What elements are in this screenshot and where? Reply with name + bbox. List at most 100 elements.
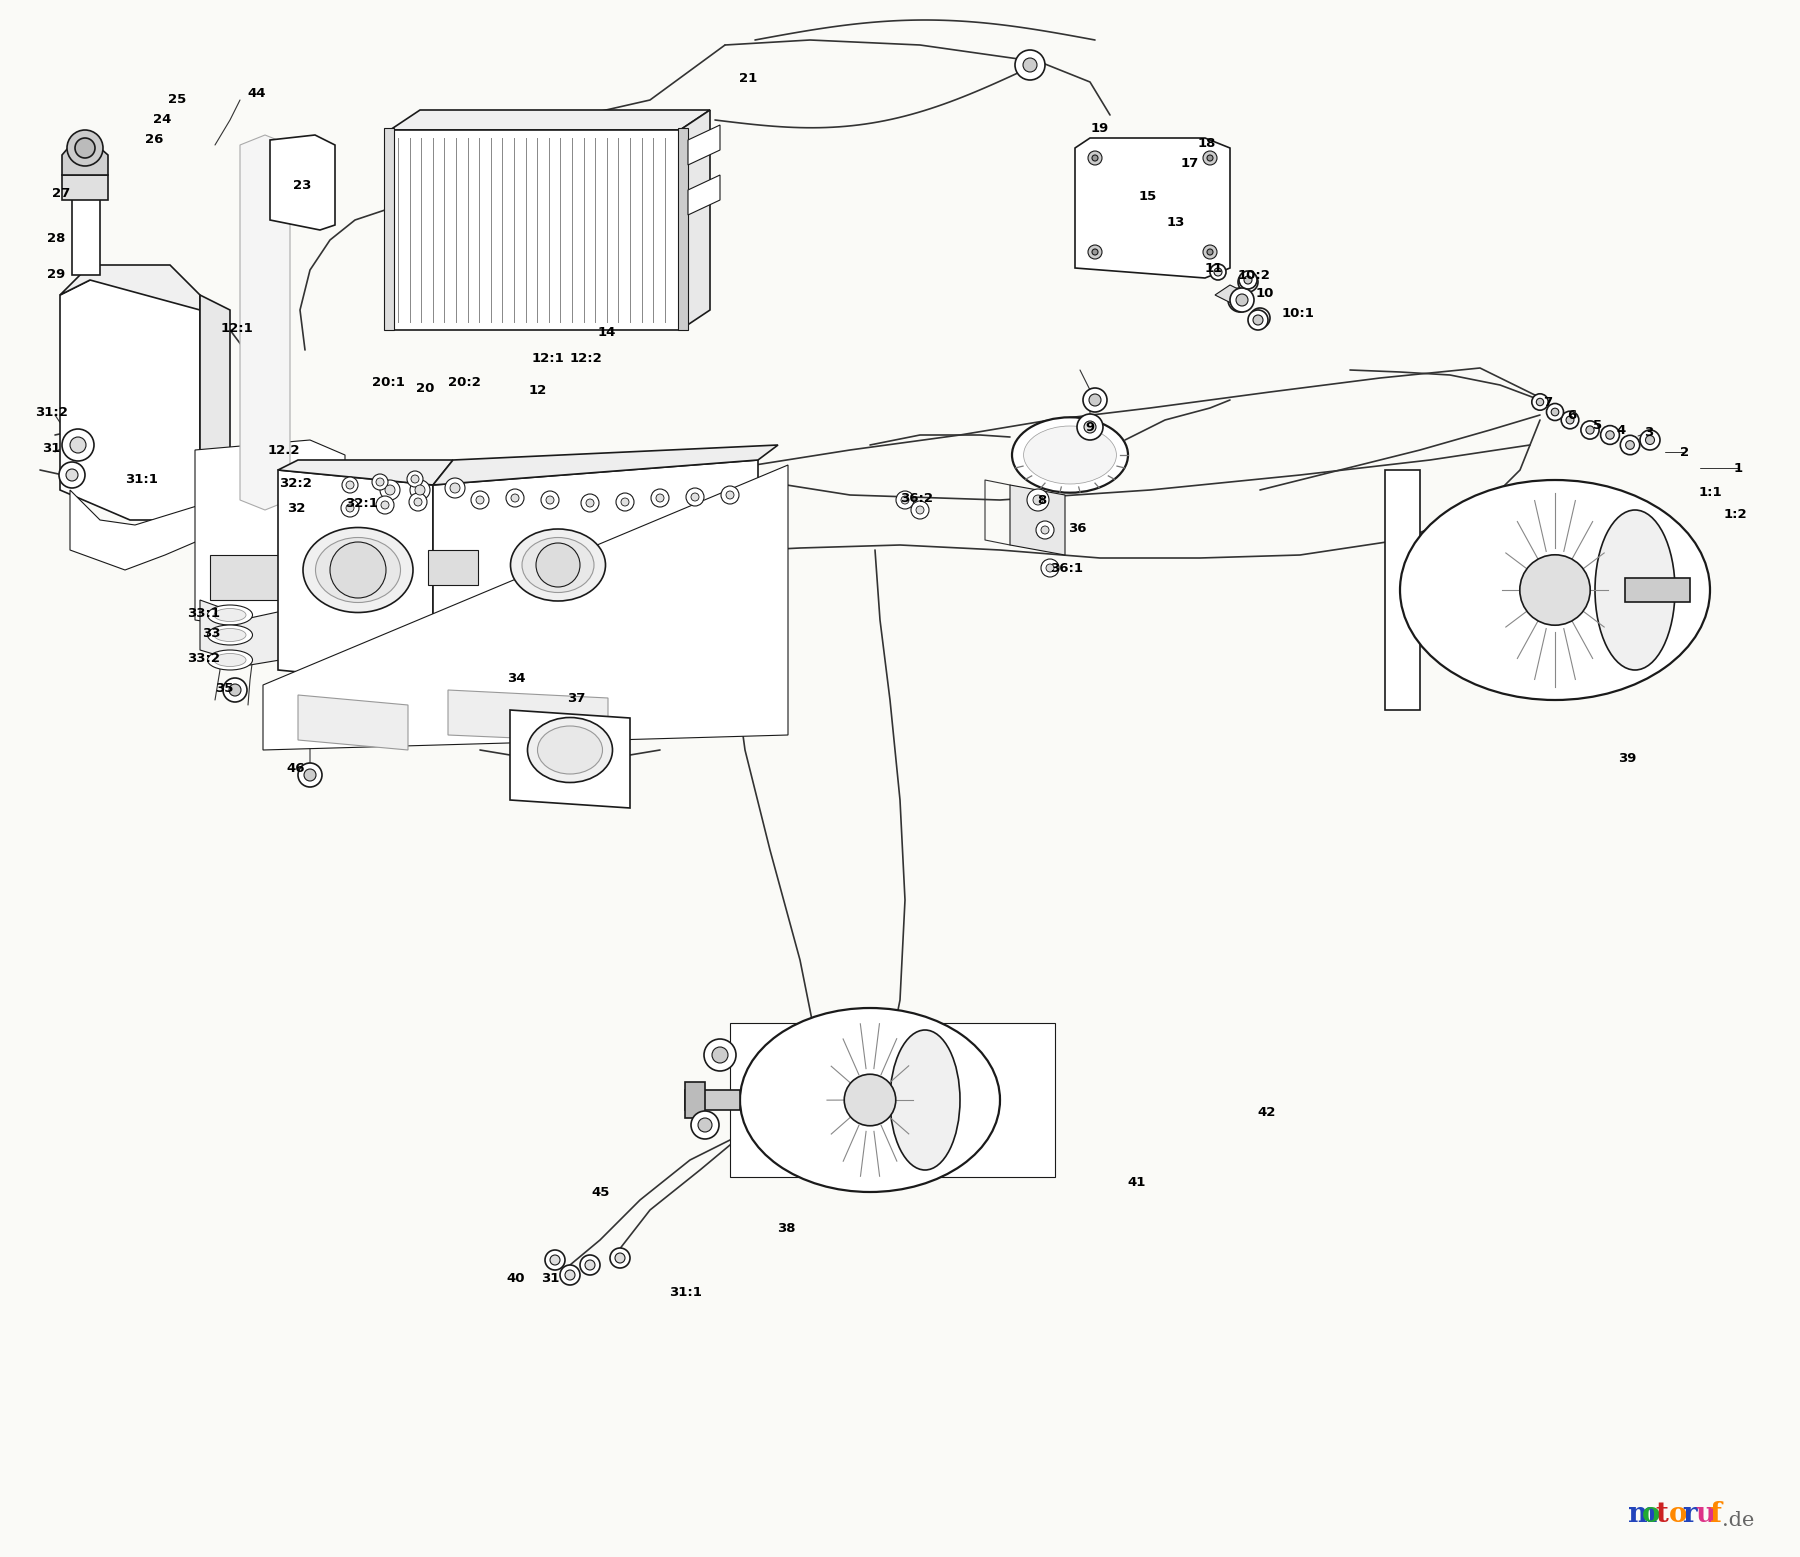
Circle shape [1093, 249, 1098, 255]
Text: 33:2: 33:2 [187, 651, 220, 665]
Circle shape [585, 1260, 596, 1271]
Text: 36:1: 36:1 [1051, 562, 1084, 575]
Bar [686, 1090, 740, 1110]
Circle shape [902, 497, 909, 504]
Text: 32:1: 32:1 [346, 497, 378, 509]
Circle shape [655, 494, 664, 501]
Text: 21: 21 [738, 72, 758, 84]
Circle shape [1213, 268, 1222, 276]
Polygon shape [239, 135, 290, 511]
Bar [61, 174, 108, 199]
Circle shape [342, 476, 358, 494]
Circle shape [686, 487, 704, 506]
Circle shape [1625, 441, 1634, 450]
Circle shape [511, 494, 518, 501]
Circle shape [691, 1112, 718, 1140]
Polygon shape [688, 125, 720, 165]
Circle shape [59, 462, 85, 487]
Circle shape [67, 129, 103, 167]
Circle shape [713, 1046, 727, 1063]
Ellipse shape [1400, 480, 1710, 701]
Circle shape [1580, 420, 1598, 439]
Text: 10:2: 10:2 [1238, 268, 1271, 282]
Circle shape [911, 501, 929, 518]
Ellipse shape [538, 726, 603, 774]
Circle shape [610, 1249, 630, 1267]
Ellipse shape [1012, 417, 1129, 492]
Text: 9: 9 [1085, 420, 1094, 433]
Ellipse shape [1595, 511, 1676, 670]
Polygon shape [59, 280, 200, 520]
Circle shape [1084, 388, 1107, 413]
Circle shape [1046, 564, 1055, 571]
Circle shape [382, 501, 389, 509]
Ellipse shape [214, 629, 247, 641]
Circle shape [616, 1253, 625, 1263]
Text: 46: 46 [286, 761, 306, 774]
Text: 10:1: 10:1 [1282, 307, 1314, 319]
Text: 33:1: 33:1 [187, 607, 220, 620]
Text: 12:2: 12:2 [569, 352, 603, 364]
Text: 24: 24 [153, 112, 171, 126]
Circle shape [385, 484, 394, 495]
Circle shape [376, 497, 394, 514]
Circle shape [1645, 436, 1654, 444]
Circle shape [1537, 399, 1544, 406]
Text: m: m [1627, 1501, 1658, 1527]
Polygon shape [1010, 484, 1066, 554]
Polygon shape [270, 135, 335, 230]
Circle shape [725, 490, 734, 498]
Circle shape [616, 494, 634, 511]
Ellipse shape [1024, 427, 1116, 484]
Circle shape [1546, 403, 1564, 420]
Polygon shape [1215, 285, 1249, 305]
Text: 12:1: 12:1 [221, 321, 254, 335]
Text: 45: 45 [592, 1186, 610, 1199]
Ellipse shape [522, 537, 594, 593]
Text: 40: 40 [508, 1272, 526, 1285]
Polygon shape [434, 459, 758, 685]
Text: 20: 20 [416, 381, 434, 394]
Text: 37: 37 [567, 691, 585, 704]
Text: 39: 39 [1618, 752, 1636, 764]
Polygon shape [688, 174, 720, 215]
Ellipse shape [511, 529, 605, 601]
Circle shape [373, 473, 389, 490]
Text: 20:1: 20:1 [371, 375, 405, 389]
Circle shape [409, 494, 427, 511]
Circle shape [1040, 526, 1049, 534]
Circle shape [1244, 276, 1253, 283]
Circle shape [67, 469, 77, 481]
Circle shape [916, 506, 923, 514]
Circle shape [551, 1255, 560, 1264]
Circle shape [1620, 436, 1640, 455]
Text: 6: 6 [1568, 408, 1577, 422]
Circle shape [581, 494, 599, 512]
Circle shape [652, 489, 670, 508]
Ellipse shape [207, 624, 252, 645]
Text: u: u [1696, 1501, 1715, 1527]
Polygon shape [70, 490, 200, 570]
Polygon shape [200, 294, 230, 525]
Circle shape [340, 498, 358, 517]
Circle shape [1037, 522, 1055, 539]
Polygon shape [263, 466, 788, 750]
Bar [211, 554, 290, 599]
Circle shape [1087, 244, 1102, 258]
Polygon shape [61, 148, 108, 174]
Text: 4: 4 [1616, 424, 1625, 436]
Circle shape [410, 480, 430, 500]
Text: 38: 38 [778, 1222, 796, 1235]
Circle shape [76, 139, 95, 157]
Ellipse shape [740, 1007, 1001, 1193]
Text: 34: 34 [508, 671, 526, 685]
Text: 5: 5 [1593, 419, 1602, 431]
Text: 1:1: 1:1 [1697, 486, 1723, 498]
Circle shape [1237, 294, 1247, 307]
Polygon shape [59, 265, 200, 310]
Bar [679, 128, 688, 330]
Circle shape [621, 498, 628, 506]
Polygon shape [434, 445, 778, 484]
Text: 28: 28 [47, 232, 65, 244]
Text: 10: 10 [1256, 286, 1274, 299]
